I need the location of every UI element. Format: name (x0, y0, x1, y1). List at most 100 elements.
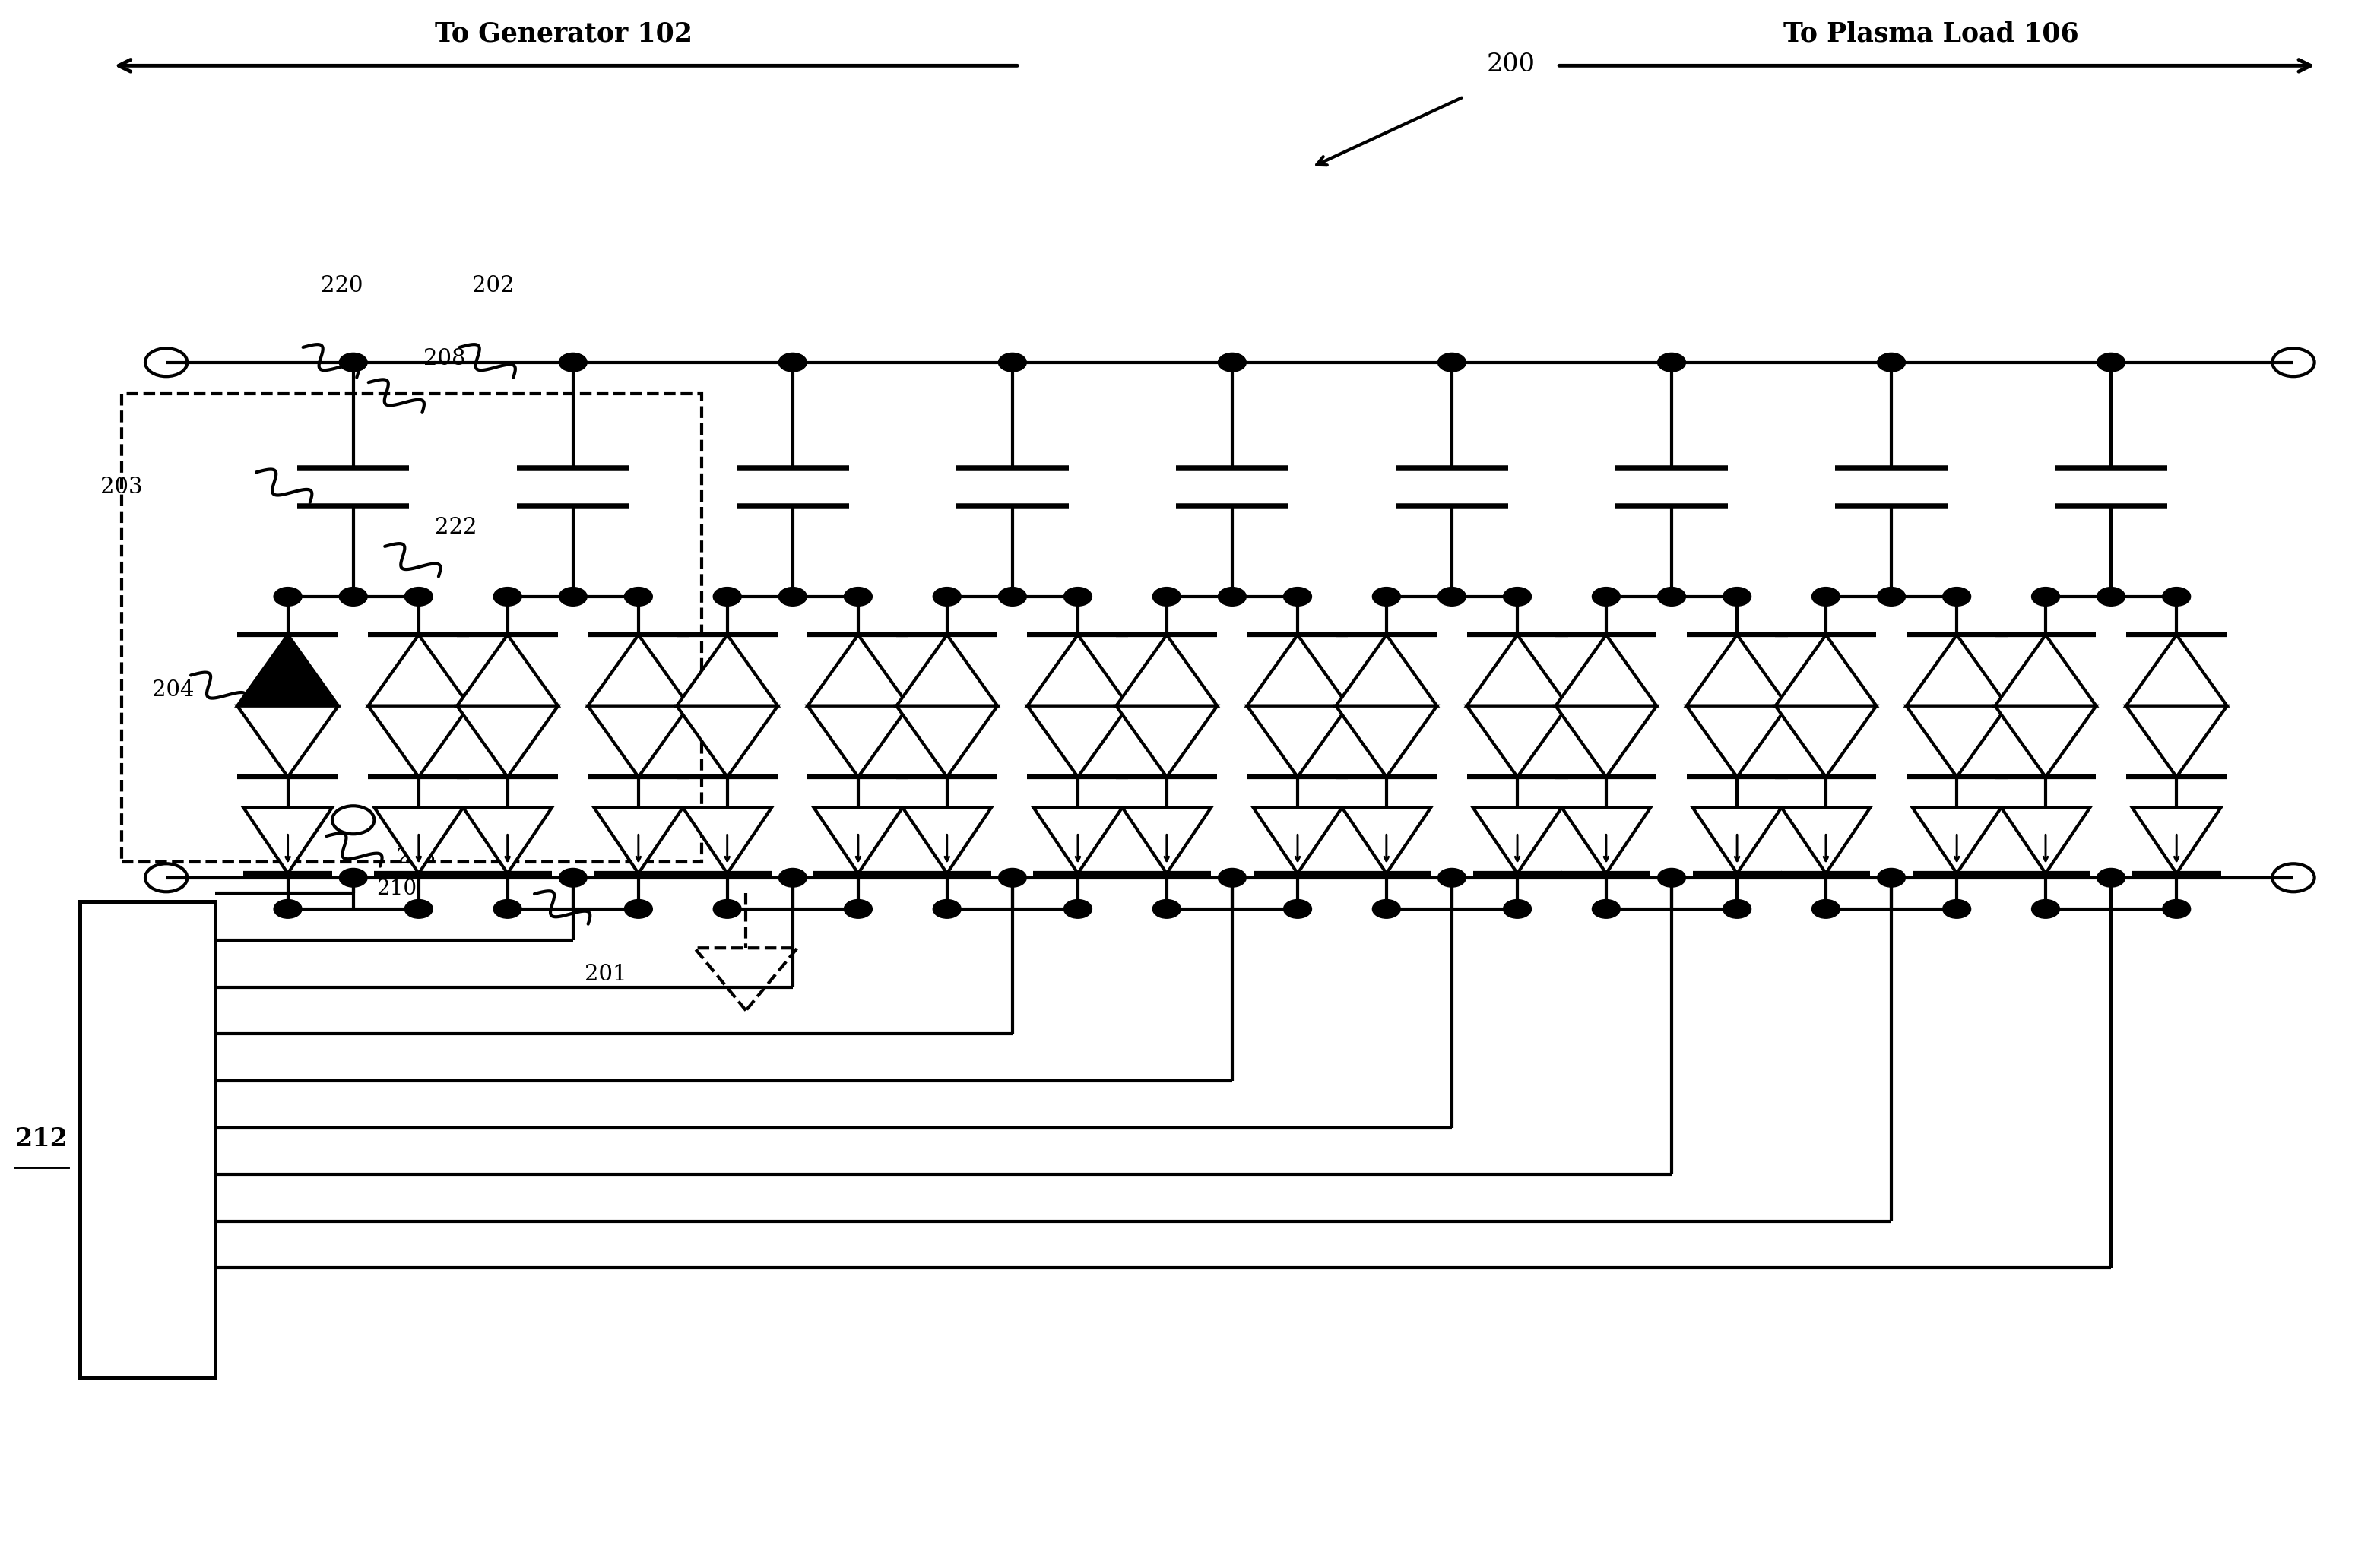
Polygon shape (593, 808, 683, 873)
Circle shape (1439, 353, 1465, 372)
Polygon shape (1557, 635, 1656, 706)
Polygon shape (1686, 635, 1787, 706)
Circle shape (558, 869, 586, 887)
Polygon shape (1034, 808, 1123, 873)
Polygon shape (1335, 706, 1437, 778)
Circle shape (714, 588, 742, 605)
Circle shape (1283, 588, 1312, 605)
Polygon shape (1123, 808, 1210, 873)
Text: 218: 218 (396, 847, 436, 867)
Circle shape (2096, 353, 2124, 372)
Circle shape (999, 588, 1027, 605)
Circle shape (1811, 588, 1839, 605)
Polygon shape (2127, 635, 2228, 706)
Polygon shape (897, 706, 999, 778)
Polygon shape (815, 808, 902, 873)
Circle shape (1502, 588, 1531, 605)
Circle shape (1943, 900, 1971, 919)
Polygon shape (1116, 635, 1218, 706)
Circle shape (999, 353, 1027, 372)
Circle shape (1877, 588, 1905, 605)
Circle shape (843, 588, 871, 605)
Polygon shape (374, 808, 464, 873)
Circle shape (1658, 588, 1686, 605)
Circle shape (2032, 900, 2061, 919)
Circle shape (2032, 588, 2061, 605)
Circle shape (1064, 588, 1093, 605)
Text: 220: 220 (320, 276, 363, 296)
Circle shape (1218, 869, 1246, 887)
Circle shape (1373, 588, 1401, 605)
Polygon shape (1248, 635, 1347, 706)
Circle shape (1592, 900, 1620, 919)
Circle shape (1439, 588, 1465, 605)
Circle shape (1152, 900, 1180, 919)
Circle shape (405, 900, 433, 919)
Text: 201: 201 (584, 964, 626, 985)
Text: 200: 200 (1486, 52, 1535, 77)
Circle shape (1658, 869, 1686, 887)
Circle shape (780, 869, 808, 887)
Circle shape (1064, 900, 1093, 919)
Polygon shape (676, 635, 777, 706)
Circle shape (1502, 900, 1531, 919)
Polygon shape (589, 635, 690, 706)
Circle shape (558, 353, 586, 372)
Circle shape (843, 900, 871, 919)
Polygon shape (457, 706, 558, 778)
Polygon shape (1905, 706, 2006, 778)
Text: 206: 206 (478, 679, 520, 701)
Circle shape (1218, 353, 1246, 372)
Circle shape (495, 588, 520, 605)
Polygon shape (1253, 808, 1342, 873)
Circle shape (1877, 869, 1905, 887)
Circle shape (2096, 869, 2124, 887)
Circle shape (339, 869, 367, 887)
Circle shape (558, 588, 586, 605)
Bar (80, 902, 214, 1377)
Polygon shape (1027, 635, 1128, 706)
Polygon shape (1780, 808, 1870, 873)
Circle shape (933, 588, 961, 605)
Polygon shape (902, 808, 991, 873)
Circle shape (2096, 588, 2124, 605)
Circle shape (2162, 588, 2190, 605)
Polygon shape (1248, 706, 1347, 778)
Text: 203: 203 (101, 477, 144, 499)
Polygon shape (676, 706, 777, 778)
Circle shape (495, 900, 520, 919)
Circle shape (1439, 869, 1465, 887)
Text: 210: 210 (377, 878, 417, 898)
Polygon shape (1027, 706, 1128, 778)
Circle shape (1724, 588, 1752, 605)
Polygon shape (1467, 706, 1568, 778)
Circle shape (273, 900, 301, 919)
Circle shape (273, 588, 301, 605)
Polygon shape (2002, 808, 2089, 873)
Polygon shape (683, 808, 772, 873)
Text: 212: 212 (14, 1127, 68, 1152)
Polygon shape (808, 706, 909, 778)
Polygon shape (2131, 808, 2221, 873)
Circle shape (999, 869, 1027, 887)
Polygon shape (1995, 706, 2096, 778)
Polygon shape (1686, 706, 1787, 778)
Circle shape (780, 588, 808, 605)
Polygon shape (238, 635, 339, 706)
Circle shape (714, 900, 742, 919)
Circle shape (1218, 588, 1246, 605)
Circle shape (1658, 353, 1686, 372)
Polygon shape (1776, 635, 1877, 706)
Text: 208: 208 (424, 348, 466, 370)
Polygon shape (1335, 635, 1437, 706)
Polygon shape (238, 706, 339, 778)
Polygon shape (1472, 808, 1561, 873)
Circle shape (933, 900, 961, 919)
Circle shape (780, 353, 808, 372)
Polygon shape (1995, 635, 2096, 706)
Circle shape (1283, 900, 1312, 919)
Text: 202: 202 (473, 276, 516, 296)
Circle shape (1152, 588, 1180, 605)
Circle shape (624, 900, 652, 919)
Circle shape (624, 588, 652, 605)
